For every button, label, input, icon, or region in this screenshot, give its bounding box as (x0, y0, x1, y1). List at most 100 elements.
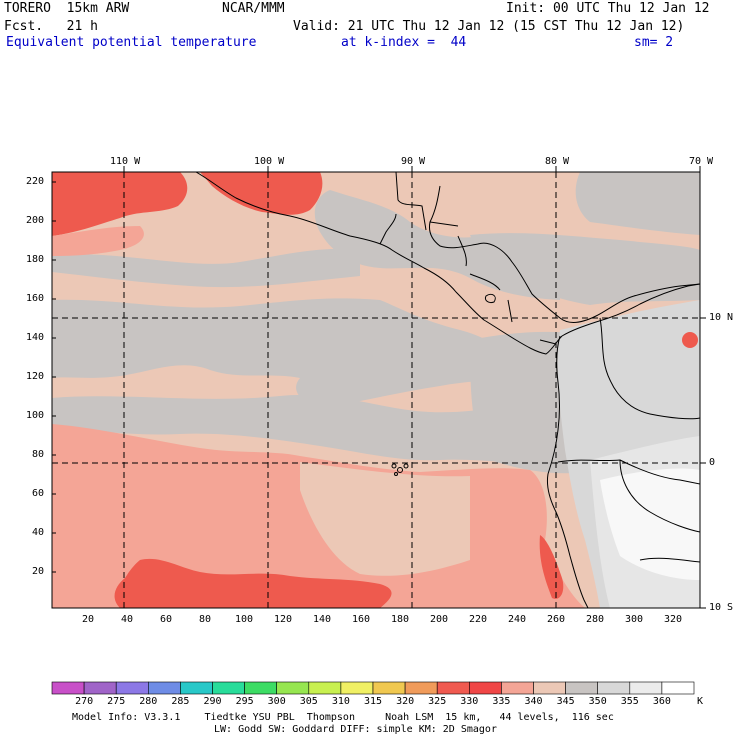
y-tick-label: 20 (32, 566, 45, 577)
y-tick-label: 140 (26, 332, 45, 343)
x-tick-label: 60 (160, 614, 173, 625)
y-tick-label: 160 (26, 293, 45, 304)
colorbar-label: 360 (652, 696, 671, 707)
colorbar-swatch (501, 681, 534, 695)
colorbar-label: 305 (299, 696, 318, 707)
colorbar-label: 340 (524, 696, 543, 707)
x-tick-label: 40 (121, 614, 134, 625)
field-red-spot (539, 535, 564, 599)
lat-label: 10 N (709, 312, 734, 323)
colorbar-swatch (148, 681, 181, 695)
colorbar-label: 320 (396, 696, 415, 707)
colorbar-swatch (180, 681, 213, 695)
y-tick-label: 80 (32, 449, 45, 460)
country-borders-south (557, 317, 700, 563)
y-tick-label: 180 (26, 254, 45, 265)
field-gray-band (52, 298, 520, 408)
x-tick-label: 180 (391, 614, 410, 625)
colorbar-label: 330 (460, 696, 479, 707)
x-tick-label: 260 (547, 614, 566, 625)
colorbar-label: 295 (235, 696, 254, 707)
field-land-white (600, 468, 700, 580)
k-index: at k-index = 44 (341, 35, 467, 50)
lon-label: 110 W (110, 156, 141, 167)
colorbar-label: 325 (428, 696, 447, 707)
lat-label: 10 S (709, 602, 734, 613)
colorbar-label: 345 (556, 696, 575, 707)
x-tick-label: 280 (586, 614, 605, 625)
colorbar-label: 290 (203, 696, 222, 707)
colorbar-label: 285 (171, 696, 190, 707)
colorbar-label: 335 (492, 696, 511, 707)
coastline-south-america (547, 335, 589, 608)
lat-label: 0 (709, 457, 716, 468)
colorbar-swatch (533, 681, 566, 695)
map-plot-area (52, 172, 700, 608)
y-tick-label: 120 (26, 371, 45, 382)
colorbar-swatch (468, 681, 502, 695)
y-tick-label: 220 (26, 176, 45, 187)
colorbar-swatch (115, 681, 149, 695)
colorbar-swatch (308, 681, 342, 695)
map-frame (51, 171, 701, 609)
smoothing: sm= 2 (634, 35, 674, 50)
lake-nicaragua (485, 293, 496, 303)
coastline-pacific (195, 172, 700, 355)
x-tick-label: 140 (313, 614, 332, 625)
colorbar-swatch (372, 681, 406, 695)
colorbar-swatch (212, 681, 245, 695)
field-name: Equivalent potential temperature (6, 35, 257, 50)
colorbar-swatch (244, 681, 278, 695)
init-time: Init: 00 UTC Thu 12 Jan 12 (506, 1, 710, 16)
x-tick-label: 80 (199, 614, 212, 625)
lon-label: 70 W (689, 156, 714, 167)
colorbar-swatch (597, 681, 631, 695)
colorbar-unit: K (697, 696, 704, 707)
field-red-spot (52, 172, 188, 236)
y-tick-label: 60 (32, 488, 45, 499)
model-name: TORERO 15km ARW (4, 1, 130, 16)
field-red-spot (114, 558, 392, 608)
org-label: NCAR/MMM (222, 1, 285, 16)
forecast-hour: Fcst. 21 h (4, 19, 98, 34)
field-gray-band (575, 172, 700, 235)
lat-lon-grid (52, 172, 700, 608)
colorbar-label: 275 (107, 696, 126, 707)
lon-label: 100 W (254, 156, 285, 167)
lon-label: 90 W (401, 156, 426, 167)
colorbar-label: 270 (75, 696, 94, 707)
x-tick-label: 200 (430, 614, 449, 625)
colorbar-swatch (661, 681, 695, 695)
colorbar-label: 300 (267, 696, 286, 707)
country-borders (379, 172, 557, 345)
x-tick-label: 120 (274, 614, 293, 625)
colorbar-swatch (340, 681, 374, 695)
field-gray-band (52, 394, 560, 464)
x-tick-label: 160 (352, 614, 371, 625)
y-tick-label: 100 (26, 410, 45, 421)
field-tan-patch (300, 462, 470, 576)
colorbar-swatch (436, 681, 470, 695)
x-tick-label: 100 (235, 614, 254, 625)
lon-label: 80 W (545, 156, 570, 167)
axis-ticks (52, 166, 706, 609)
y-tick-label: 200 (26, 215, 45, 226)
field-gray-band (314, 190, 560, 300)
field-gray-band (470, 233, 700, 305)
colorbar-swatch (404, 681, 438, 695)
x-tick-label: 320 (664, 614, 683, 625)
colorbar-label: 350 (588, 696, 607, 707)
valid-time: Valid: 21 UTC Thu 12 Jan 12 (15 CST Thu … (293, 19, 685, 34)
coastline-caribbean (429, 185, 700, 323)
colorbar-label: 315 (363, 696, 383, 707)
galapagos-islands (391, 463, 409, 476)
field-red-spot (200, 172, 323, 215)
model-info: Model Info: V3.3.1 Tiedtke YSU PBL Thomp… (72, 712, 614, 723)
field-salmon-band (52, 226, 144, 256)
x-tick-label: 220 (469, 614, 488, 625)
physics-info: LW: Godd SW: Goddard DIFF: simple KM: 2D… (214, 724, 497, 735)
colorbar-swatch (83, 681, 117, 695)
colorbar-swatch (276, 681, 310, 695)
field-gray-band (52, 248, 360, 288)
